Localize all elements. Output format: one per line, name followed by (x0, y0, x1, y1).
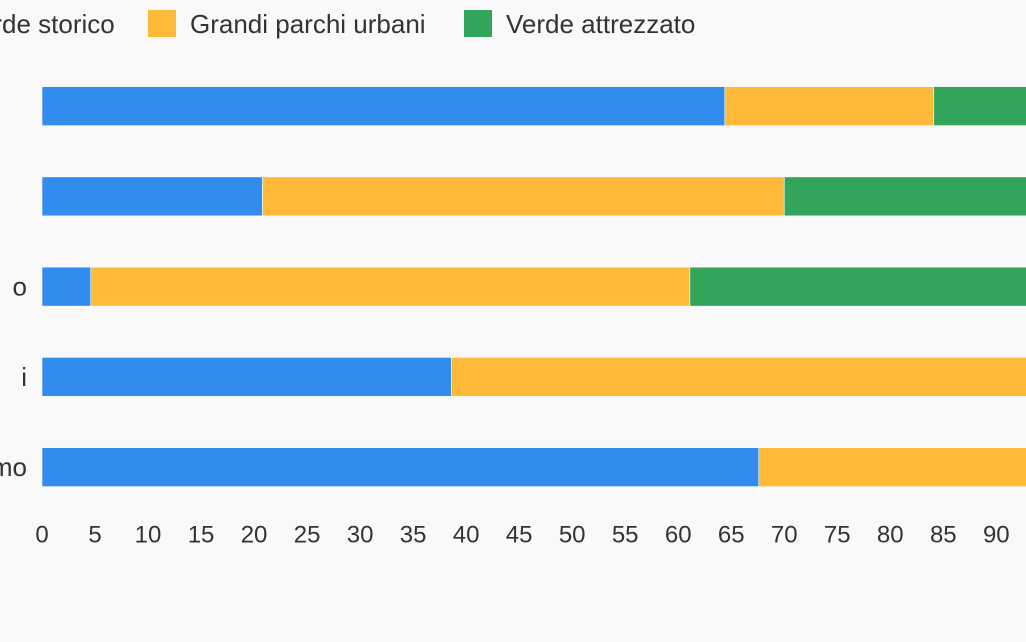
x-tick-label: 90 (983, 521, 1010, 548)
bar-segment (758, 447, 1026, 487)
bar-segment (783, 176, 1026, 217)
legend-swatch (464, 10, 492, 37)
legend-label: Grandi parchi urbani (190, 9, 426, 39)
bar-segment (41, 447, 760, 487)
x-tick-label: 15 (188, 521, 215, 548)
bar-segment (262, 176, 785, 217)
x-tick-label: 65 (718, 521, 745, 548)
bar-segment (41, 266, 92, 307)
x-tick-label: 80 (877, 521, 904, 548)
legend-label: Verde attrezzato (506, 9, 695, 39)
bar-segment (41, 176, 263, 217)
bar-segment (689, 266, 1026, 307)
bar-segment (724, 86, 935, 126)
x-tick-label: 30 (347, 521, 374, 548)
x-tick-label: 5 (88, 521, 101, 548)
bar-segment (450, 357, 1026, 397)
x-tick-label: 0 (35, 521, 48, 548)
x-tick-label: 20 (241, 521, 268, 548)
x-tick-label: 50 (559, 521, 586, 548)
plot-area (41, 86, 1026, 487)
x-tick-label: 45 (506, 521, 533, 548)
bar-segment (90, 266, 691, 307)
legend-swatch (148, 10, 176, 37)
x-tick-label: 10 (135, 521, 162, 548)
y-tick-label: i (21, 362, 27, 392)
x-tick-label: 40 (453, 521, 480, 548)
x-tick-label: 70 (771, 521, 798, 548)
y-tick-label: mo (0, 452, 27, 482)
x-tick-label: 35 (400, 521, 427, 548)
y-tick-label: o (13, 272, 27, 302)
bar-segment (41, 86, 726, 126)
x-tick-label: 85 (930, 521, 957, 548)
x-tick-label: 75 (824, 521, 851, 548)
legend-label: Verde storico (0, 9, 115, 39)
x-tick-label: 25 (294, 521, 321, 548)
x-tick-label: 60 (665, 521, 692, 548)
bar-segment (933, 86, 1026, 126)
x-tick-label: 55 (612, 521, 639, 548)
bar-segment (41, 357, 452, 397)
